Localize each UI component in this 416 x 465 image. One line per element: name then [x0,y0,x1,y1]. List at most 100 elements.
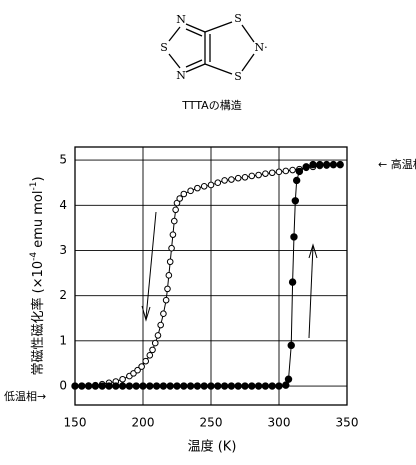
x-tick-label: 250 [200,416,223,430]
x-tick-label: 300 [268,416,291,430]
data-point [322,160,331,169]
bond [241,24,255,43]
data-point [302,163,310,171]
data-point [268,382,276,390]
data-point [290,233,298,241]
data-point [164,285,171,293]
data-point [268,169,276,177]
data-point [151,339,159,347]
atom-label: S [160,41,168,54]
atom-label: N [176,69,186,82]
data-point [262,170,269,177]
data-point [168,244,175,252]
data-point [228,176,235,183]
data-point [125,382,134,390]
data-point [142,357,150,365]
data-point [200,183,208,190]
data-point [295,167,304,176]
data-point [329,160,338,169]
data-point [234,174,242,182]
bond [168,53,181,69]
x-tick-label: 150 [64,416,87,430]
data-point [166,258,174,266]
data-point [254,382,263,390]
data-point [255,171,262,179]
data-point [275,382,283,390]
data-point [180,190,188,198]
data-point [248,172,256,180]
x-axis-label: 温度 (K) [188,439,237,455]
y-axis-label-part: emu mol [31,191,46,252]
y-tick-label: 5 [59,153,67,167]
data-point [91,382,100,390]
data-point [170,217,178,225]
data-point [194,184,201,192]
bond [241,53,255,72]
hysteresis-arrows [141,211,318,339]
annotation: 低温相→ [4,390,46,403]
y-axis-label-part: -4 [29,252,39,261]
data-point [200,382,208,390]
bond [185,59,203,68]
atom-label: S [234,70,242,83]
data-point [78,382,86,390]
data-point [187,187,194,195]
data-point [165,272,173,279]
data-point [186,382,195,390]
bond [204,63,233,75]
data-point [98,382,106,390]
molecule [168,21,255,75]
atom-label: S [234,12,242,25]
bond [204,21,233,33]
data-point [282,167,290,175]
data-point [221,177,228,184]
x-tick-label: 350 [336,416,359,430]
data-point [169,231,177,238]
data-point [154,332,162,339]
atom-label: N [176,13,186,26]
data-point [292,176,301,185]
data-point [160,310,167,318]
data-point [146,382,154,390]
data-point [241,382,249,390]
data-point [289,166,296,174]
data-point [176,195,184,202]
data-point [316,160,324,169]
data-point [157,321,164,329]
data-point [132,382,140,390]
data-point [241,173,249,181]
data-point [134,366,141,374]
data-point [105,382,113,390]
x-tick-label: 200 [132,416,155,430]
data-point [275,168,283,176]
data-point [291,197,300,205]
data-point [287,341,295,350]
data-point [119,375,126,383]
data-point [214,179,222,186]
data-point [282,381,290,389]
data-point [139,382,147,390]
data-point [248,382,256,390]
structure-caption: TTTAの構造 [181,98,241,112]
arrow [308,245,314,339]
data-point [146,351,154,359]
data-point [309,160,317,169]
data-point [84,382,93,390]
bond [168,26,181,42]
data-point [149,346,156,354]
data-point [227,382,236,390]
data-point [207,382,215,390]
y-tick-label: 3 [59,243,67,257]
data-point [71,382,79,390]
data-point [336,160,344,169]
data-point [261,382,270,390]
data-point [172,206,179,214]
y-axis-label-part: ) [31,176,46,181]
data-point [112,382,120,390]
y-tick-label: 1 [59,333,67,347]
data-point [220,382,229,390]
y-axis-label-part: 常磁性磁化率 (×10 [30,261,46,376]
arrow [145,211,157,319]
data-point [152,382,161,390]
data-point [173,382,181,390]
